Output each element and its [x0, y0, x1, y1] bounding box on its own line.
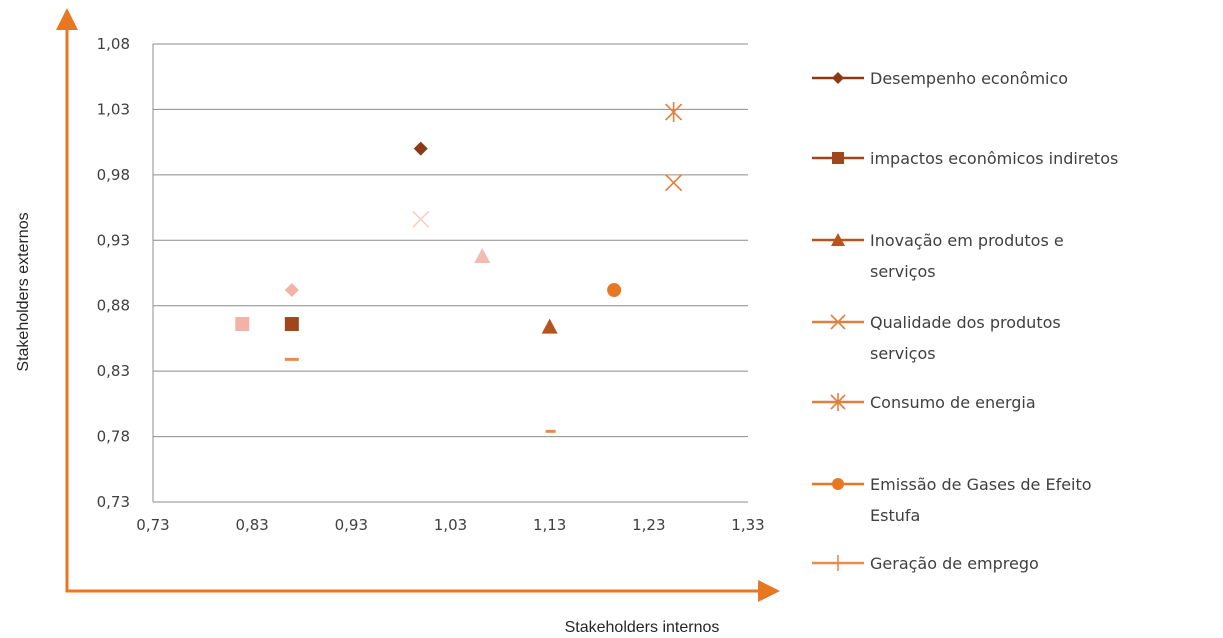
- legend-label: Desempenho econômico: [870, 69, 1068, 88]
- data-point: [474, 247, 491, 263]
- y-axis-title: Stakeholders externos: [15, 212, 32, 371]
- data-point: [413, 141, 428, 156]
- x-tick-label: 1,23: [632, 516, 665, 534]
- legend-marker: [830, 314, 846, 330]
- y-tick-label: 0,98: [97, 166, 130, 184]
- x-tick-label: 0,83: [235, 516, 268, 534]
- legend-label: Emissão de Gases de Efeito: [870, 475, 1092, 494]
- legend-item: Desempenho econômico: [812, 69, 1068, 88]
- data-point: [545, 429, 556, 433]
- legend-label: Inovação em produtos e: [870, 231, 1064, 250]
- y-tick-label: 1,08: [97, 35, 130, 53]
- data-point: [412, 210, 430, 228]
- x-marker-stroke: [830, 314, 846, 330]
- y-tick-labels: 1,08 1,03 0,98 0,93 0,88 0,83 0,78 0,73: [97, 35, 130, 511]
- y-tick-label: 0,83: [97, 362, 130, 380]
- legend-marker: [832, 72, 844, 84]
- data-point: [284, 283, 299, 298]
- y-axis-arrowhead: [56, 8, 78, 30]
- data-points: [235, 102, 683, 433]
- data-point: [284, 317, 299, 332]
- legend-item: Qualidade dos produtos serviços: [812, 313, 1061, 363]
- x-tick-label: 0,93: [335, 516, 368, 534]
- data-point: [607, 283, 622, 298]
- legend-label: serviços: [870, 344, 936, 363]
- legend-label: Estufa: [870, 506, 920, 525]
- x-tick-label: 1,33: [731, 516, 764, 534]
- x-tick-labels: 0,73 0,83 0,93 1,03 1,13 1,23 1,33: [136, 516, 764, 534]
- x-marker-stroke: [665, 174, 683, 192]
- legend-item: impactos econômicos indiretos: [812, 149, 1118, 168]
- data-point: [284, 357, 299, 361]
- y-tick-label: 0,88: [97, 297, 130, 315]
- legend-label: Consumo de energia: [870, 393, 1036, 412]
- legend-item: Consumo de energia: [812, 393, 1036, 412]
- legend-marker: [831, 233, 845, 246]
- x-axis-title: Stakeholders internos: [565, 619, 720, 636]
- data-point: [665, 174, 683, 192]
- x-tick-label: 1,13: [533, 516, 566, 534]
- grid-layer: [152, 43, 748, 503]
- y-tick-label: 0,73: [97, 493, 130, 511]
- legend-item: Geração de emprego: [812, 554, 1039, 573]
- y-tick-label: 0,78: [97, 428, 130, 446]
- data-point: [665, 102, 683, 123]
- data-point: [541, 318, 558, 334]
- x-tick-label: 0,73: [136, 516, 169, 534]
- axis-arrows: [56, 8, 780, 602]
- legend-item: Inovação em produtos e serviços: [812, 231, 1064, 281]
- legend-item: Emissão de Gases de Efeito Estufa: [812, 475, 1092, 525]
- legend-label: serviços: [870, 262, 936, 281]
- legend-marker: [830, 393, 846, 411]
- legend-label: Geração de emprego: [870, 554, 1039, 573]
- legend-marker: [832, 152, 844, 164]
- x-tick-label: 1,03: [434, 516, 467, 534]
- legend-label: impactos econômicos indiretos: [870, 149, 1118, 168]
- legend-label: Qualidade dos produtos: [870, 313, 1061, 332]
- y-tick-label: 1,03: [97, 100, 130, 118]
- x-axis-arrowhead: [758, 580, 780, 602]
- y-tick-label: 0,93: [97, 231, 130, 249]
- legend: Desempenho econômico impactos econômicos …: [812, 69, 1118, 573]
- data-point: [235, 317, 250, 332]
- legend-marker: [832, 478, 844, 490]
- x-marker-stroke: [412, 210, 430, 228]
